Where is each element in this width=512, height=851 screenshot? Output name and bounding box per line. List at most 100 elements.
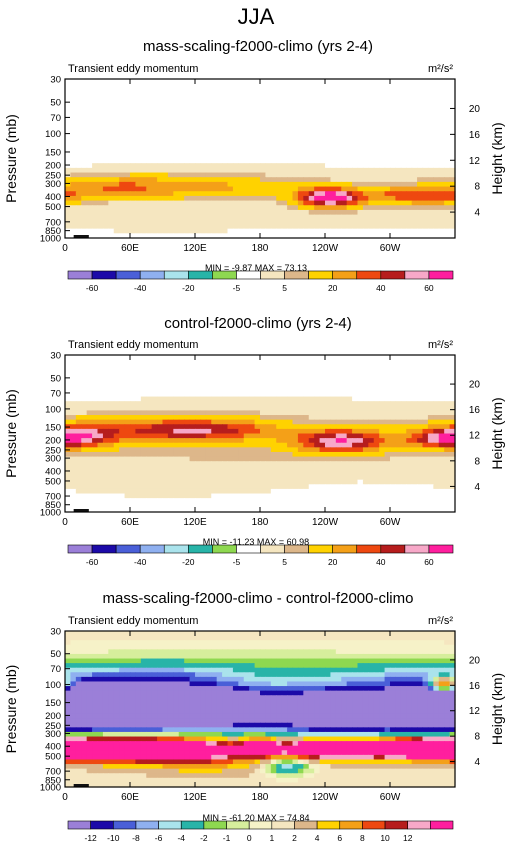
contour-cell <box>254 135 261 141</box>
contour-cell <box>395 111 402 118</box>
contour-cell <box>411 125 418 132</box>
contour-cell <box>140 228 147 234</box>
contour-cell <box>189 111 196 118</box>
contour-cell <box>449 107 456 113</box>
contour-cell <box>400 507 407 513</box>
contour-cell <box>373 387 380 393</box>
contour-cell <box>422 484 429 490</box>
contour-cell <box>368 144 375 150</box>
contour-cell <box>297 447 304 453</box>
contour-cell <box>444 401 451 407</box>
contour-cell <box>254 488 261 495</box>
contour-cell <box>390 387 397 393</box>
contour-cell <box>411 158 418 164</box>
contour-cell <box>249 479 256 485</box>
contour-cell <box>222 507 229 513</box>
contour-cell <box>102 401 109 407</box>
contour-cell <box>395 415 402 421</box>
contour-cell <box>222 419 229 425</box>
contour-cell <box>427 493 434 499</box>
contour-cell <box>75 116 82 122</box>
contour-cell <box>140 424 147 430</box>
contour-cell <box>341 419 348 425</box>
contour-cell <box>254 396 261 402</box>
contour-cell <box>75 424 82 430</box>
contour-cell <box>178 428 185 435</box>
contour-cell <box>65 107 72 113</box>
contour-cell <box>113 209 120 216</box>
contour-cell <box>449 111 456 118</box>
contour-cell <box>195 498 202 504</box>
contour-cell <box>325 373 332 379</box>
contour-cell <box>406 144 413 150</box>
y2-axis-label: Height (km) <box>489 122 505 194</box>
contour-cell <box>373 186 380 192</box>
contour-cell <box>130 209 137 216</box>
contour-cell <box>162 498 169 504</box>
contour-cell <box>86 172 93 178</box>
contour-cell <box>395 424 402 430</box>
contour-cell <box>205 135 212 141</box>
contour-cell <box>195 415 202 421</box>
contour-cell <box>373 181 380 188</box>
contour-cell <box>205 442 212 448</box>
contour-cell <box>346 475 353 481</box>
contour-cell <box>379 484 386 490</box>
contour-cell <box>292 378 299 384</box>
contour-cell <box>216 88 223 94</box>
contour-cell <box>184 479 191 485</box>
contour-cell <box>444 428 451 435</box>
contour-cell <box>270 484 277 490</box>
contour-cell <box>276 233 283 239</box>
contour-cell <box>335 373 342 379</box>
contour-cell <box>189 493 196 499</box>
contour-cell <box>75 228 82 234</box>
contour-cell <box>265 401 272 407</box>
contour-cell <box>238 149 245 155</box>
contour-cell <box>357 130 364 136</box>
contour-cell <box>287 135 294 141</box>
contour-cell <box>135 378 142 384</box>
contour-cell <box>97 121 104 127</box>
contour-cell <box>173 451 180 458</box>
contour-cell <box>254 181 261 188</box>
contour-cell <box>249 401 256 407</box>
contour-cell <box>276 107 283 113</box>
contour-cell <box>335 387 342 393</box>
contour-cell <box>417 405 424 412</box>
contour-cell <box>281 470 288 476</box>
contour-cell <box>292 149 299 155</box>
contour-cell <box>65 470 72 476</box>
contour-cell <box>254 424 261 430</box>
contour-cell <box>75 195 82 202</box>
contour-cell <box>119 456 126 462</box>
contour-cell <box>352 121 359 127</box>
contour-cell <box>178 167 185 174</box>
contour-cell <box>406 214 413 220</box>
contour-cell <box>232 191 239 197</box>
contour-cell <box>211 125 218 132</box>
contour-cell <box>390 130 397 136</box>
contour-cell <box>238 79 245 85</box>
contour-cell <box>113 121 120 127</box>
contour-cell <box>243 401 250 407</box>
contour-cell <box>352 391 359 398</box>
contour-cell <box>433 209 440 216</box>
contour-cell <box>368 359 375 365</box>
contour-cell <box>162 172 169 178</box>
contour-cell <box>173 223 180 230</box>
contour-cell <box>124 382 131 388</box>
contour-cell <box>319 228 326 234</box>
contour-cell <box>287 475 294 481</box>
contour-cell <box>287 88 294 94</box>
contour-cell <box>444 465 451 472</box>
contour-cell <box>232 470 239 476</box>
contour-cell <box>341 167 348 174</box>
contour-cell <box>135 461 142 467</box>
colorbar-swatch <box>428 270 454 280</box>
contour-cell <box>346 428 353 435</box>
contour-cell <box>444 456 451 462</box>
contour-cell <box>254 167 261 174</box>
contour-cell <box>167 125 174 132</box>
contour-cell <box>384 373 391 379</box>
